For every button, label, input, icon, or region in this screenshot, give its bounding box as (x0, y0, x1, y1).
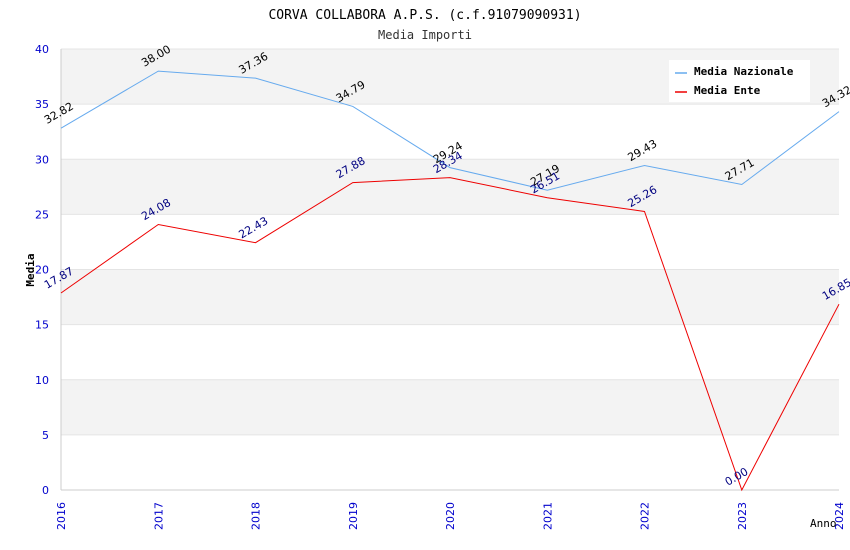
legend-label-media-ente: Media Ente (694, 84, 761, 97)
x-tick-label: 2019 (347, 502, 360, 530)
grid-band (61, 434, 839, 490)
x-tick-label: 2018 (250, 502, 263, 530)
y-tick-label: 10 (35, 374, 49, 387)
y-tick-label: 30 (35, 153, 49, 166)
legend-label-media-nazionale: Media Nazionale (694, 65, 794, 78)
grid-band (61, 214, 839, 270)
y-tick-label: 15 (35, 319, 49, 332)
y-tick-label: 35 (35, 98, 49, 111)
legend: Media Nazionale Media Ente (669, 60, 810, 102)
x-tick-label: 2017 (152, 502, 165, 530)
grid-band (61, 104, 839, 160)
x-tick-labels: 2016 2017 2018 2019 2020 2021 2022 2023 2024 (55, 502, 846, 530)
x-axis-label: Anno (810, 517, 837, 530)
y-tick-label: 0 (42, 484, 49, 497)
series-line-media-ente (60, 177, 840, 492)
grid-bands (61, 48, 839, 490)
x-tick-label: 2022 (639, 502, 652, 530)
y-tick-labels: 0 5 10 15 20 25 30 35 40 (35, 43, 49, 497)
series-lines (60, 70, 840, 492)
x-tick-label: 2016 (55, 502, 68, 530)
grid-band (61, 269, 839, 325)
y-tick-label: 20 (35, 264, 49, 277)
grid-band (61, 159, 839, 215)
x-tick-label: 2023 (736, 502, 749, 530)
y-tick-label: 5 (42, 429, 49, 442)
chart-subtitle: Media Importi (378, 28, 472, 42)
series-line-media-nazionale (60, 70, 840, 191)
y-tick-label: 25 (35, 208, 49, 221)
chart-title: CORVA COLLABORA A.P.S. (c.f.91079090931) (268, 8, 581, 23)
grid-band (61, 324, 839, 380)
y-axis-label: Media (24, 253, 37, 286)
x-tick-label: 2024 (833, 502, 846, 530)
x-tick-label: 2020 (444, 502, 457, 530)
x-tick-label: 2021 (541, 502, 554, 530)
legend-box (669, 60, 810, 102)
grid-band (61, 379, 839, 435)
y-tick-label: 40 (35, 43, 49, 56)
